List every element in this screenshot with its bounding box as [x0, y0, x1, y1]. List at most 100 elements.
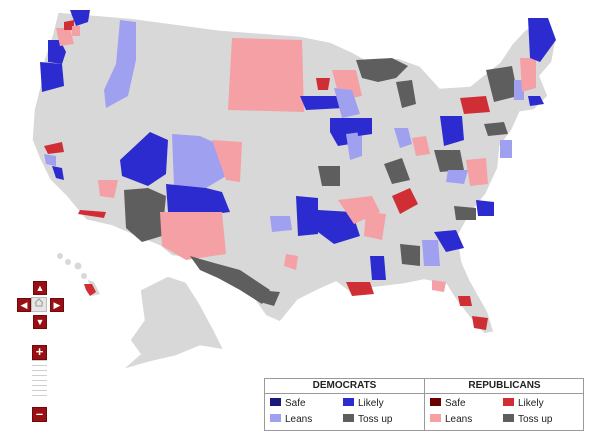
legend-label: Likely	[358, 398, 384, 409]
legend-republicans: REPUBLICANS Safe Likely Leans Toss up	[425, 379, 584, 430]
ca-district-1	[44, 142, 64, 154]
ny-district-1	[486, 66, 518, 102]
legend-item: Toss up	[503, 413, 552, 427]
mi-up-district	[356, 58, 408, 82]
wi-district-1	[334, 88, 360, 118]
ga-district-2	[434, 230, 464, 252]
ny-district-3	[520, 58, 536, 92]
legend-republicans-title: REPUBLICANS	[425, 379, 584, 394]
tx-district-3	[258, 290, 280, 306]
ca-district-4	[78, 210, 106, 218]
legend-item: Likely	[343, 397, 384, 411]
swatch	[343, 414, 354, 423]
tx-district-2	[284, 254, 298, 270]
swatch	[270, 398, 281, 407]
legend-item: Leans	[270, 413, 312, 427]
nj-district-1	[500, 140, 512, 158]
swatch	[503, 414, 514, 423]
zoom-in-button[interactable]: +	[32, 345, 47, 360]
ca-district-3	[52, 166, 64, 180]
alaska	[121, 275, 226, 371]
mi-district-1	[396, 80, 416, 108]
swatch	[503, 398, 514, 407]
legend-democrats-title: DEMOCRATS	[265, 379, 424, 394]
legend-label: Safe	[445, 398, 466, 409]
oh-district-1	[394, 128, 412, 148]
va-district-1	[466, 158, 488, 186]
fl-district-3	[432, 280, 446, 292]
nc-district-2	[454, 206, 476, 220]
nc-district-1	[476, 200, 494, 216]
home-icon	[34, 298, 44, 307]
ky-district-2	[384, 158, 410, 184]
pa-district-2	[440, 116, 464, 146]
pan-left-button[interactable]: ◀	[17, 298, 31, 312]
ny-district-2	[514, 80, 524, 100]
legend: DEMOCRATS Safe Likely Leans Toss up REPU…	[264, 378, 584, 431]
ar-district-2	[318, 210, 360, 244]
swatch	[270, 414, 281, 423]
ok-district-1	[270, 216, 292, 232]
al-district-1	[400, 244, 420, 266]
pan-down-button[interactable]: ▼	[33, 315, 47, 329]
legend-label: Leans	[445, 414, 473, 425]
home-button[interactable]	[31, 297, 47, 312]
pan-up-button[interactable]: ▲	[33, 281, 47, 295]
wa-district-5	[72, 26, 80, 36]
pan-right-button[interactable]: ▶	[50, 298, 64, 312]
oh-district-3	[434, 150, 464, 172]
wv-district-1	[446, 170, 468, 184]
legend-item: Likely	[503, 397, 544, 411]
swatch	[430, 414, 441, 423]
oh-district-2	[412, 136, 430, 156]
la-district-1	[346, 282, 374, 296]
tx-district-west	[190, 256, 270, 304]
nv-district-1	[120, 132, 168, 186]
legend-label: Safe	[285, 398, 306, 409]
mn-district-1	[300, 96, 344, 110]
ms-district-1	[370, 256, 386, 280]
ma-district-1	[528, 96, 544, 106]
swatch	[343, 398, 354, 407]
zoom-slider[interactable]	[32, 360, 47, 404]
ga-district-1	[422, 240, 440, 266]
il-district-1	[346, 132, 362, 160]
hawaii-district	[84, 284, 96, 296]
il-district-2	[356, 118, 372, 136]
co-district-2	[212, 140, 242, 182]
legend-item: Toss up	[343, 413, 392, 427]
wa-district-4	[64, 20, 74, 30]
legend-item: Safe	[270, 397, 306, 411]
legend-democrats: DEMOCRATS Safe Likely Leans Toss up	[265, 379, 425, 430]
wa-district-1	[48, 40, 66, 64]
legend-label: Likely	[518, 398, 544, 409]
co-district-1	[172, 134, 226, 188]
tn-district-1	[338, 196, 380, 224]
ca-az-district	[98, 180, 118, 198]
legend-label: Leans	[285, 414, 313, 425]
pa-district-3	[484, 122, 508, 136]
mn-district-2	[316, 78, 330, 90]
tn-district-2	[364, 212, 386, 240]
az-district-1	[166, 184, 230, 216]
ut-district-1	[124, 188, 166, 242]
ky-district-1	[392, 188, 418, 214]
ca-district-2	[44, 154, 56, 166]
legend-item: Safe	[430, 397, 466, 411]
pa-district-1	[460, 96, 490, 114]
wa-district-2	[70, 10, 90, 26]
nd-sd-district	[228, 38, 304, 112]
nm-district-1	[160, 212, 226, 260]
swatch	[430, 398, 441, 407]
id-district-1	[104, 20, 136, 108]
ar-district-1	[296, 196, 318, 236]
zoom-out-button[interactable]: –	[32, 407, 47, 422]
or-district-1	[40, 62, 64, 92]
legend-label: Toss up	[358, 414, 393, 425]
wa-district-3	[56, 28, 74, 46]
fl-district-1	[458, 296, 472, 306]
fl-district-2	[472, 316, 488, 330]
legend-label: Toss up	[518, 414, 553, 425]
mo-district-1	[318, 166, 340, 186]
